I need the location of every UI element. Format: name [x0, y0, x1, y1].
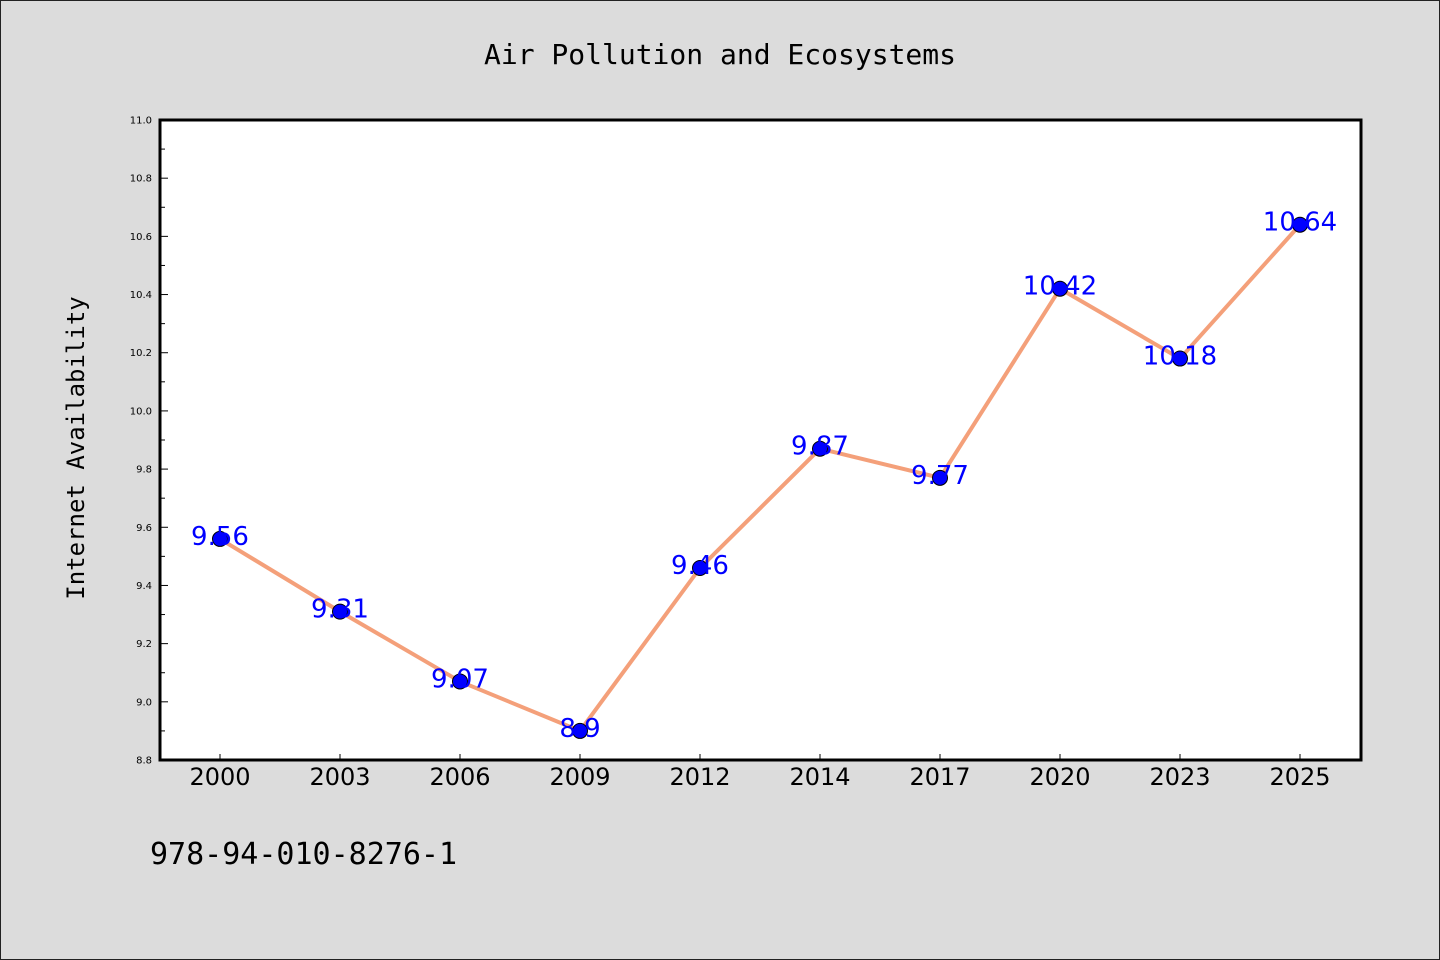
y-tick-label: 9.2 — [136, 639, 152, 650]
data-point-marker — [572, 722, 588, 739]
y-tick-label: 9.8 — [136, 465, 152, 476]
y-tick-label: 10.2 — [130, 348, 152, 359]
data-label: 9.56 — [191, 522, 249, 552]
x-axis-ticks: 2000 2003 2006 2009 2012 2014 2017 2020 2023 2025 — [189, 754, 1331, 791]
x-tick-label: 2000 — [189, 763, 250, 791]
x-tick-label: 2025 — [1269, 763, 1330, 791]
y-tick-label: 10.8 — [130, 174, 152, 185]
data-label: 9.07 — [431, 664, 489, 694]
x-tick-label: 2009 — [549, 763, 610, 791]
y-tick-label: 9.6 — [136, 523, 152, 534]
data-label: 10.42 — [1023, 272, 1097, 302]
data-label: 10.18 — [1143, 342, 1217, 372]
y-tick-label: 10.0 — [130, 406, 152, 417]
data-label: 9.87 — [791, 432, 849, 462]
data-label: 8.9 — [559, 714, 600, 744]
data-point-marker — [1052, 280, 1068, 297]
x-tick-label: 2020 — [1029, 763, 1090, 791]
plot-area — [158, 118, 1363, 762]
x-tick-label: 2017 — [909, 763, 970, 791]
series-line-group — [218, 222, 1302, 733]
y-tick-label: 9.0 — [136, 697, 152, 708]
data-point-marker — [452, 673, 468, 690]
x-tick-label: 2012 — [669, 763, 730, 791]
data-point-marker — [812, 440, 828, 457]
data-label: 9.31 — [311, 595, 369, 625]
x-tick-label: 2006 — [429, 763, 490, 791]
x-tick-label: 2014 — [789, 763, 850, 791]
x-tick-label: 2003 — [309, 763, 370, 791]
data-labels: 9.56 9.31 9.07 8.9 9.46 9.87 9.77 10.42 10.18 10.… — [191, 208, 1337, 744]
chart-title: Air Pollution and Ecosystems — [484, 38, 956, 71]
y-axis-ticks: 8.8 9.0 9.2 9.4 9.6 9.8 10.0 10.2 10.4 10.6 10.8 11… — [130, 116, 168, 767]
data-point-marker — [692, 560, 708, 576]
footer-code: 978-94-010-8276-1 — [150, 837, 457, 872]
data-point-marker — [1172, 350, 1188, 367]
data-label: 10.64 — [1263, 208, 1337, 238]
data-point-marker — [932, 469, 948, 486]
data-point-marker — [332, 603, 348, 620]
data-label: 9.46 — [671, 551, 729, 581]
data-point-marker — [1292, 216, 1308, 233]
data-point-marker — [212, 530, 228, 547]
series-line — [218, 222, 1302, 733]
y-tick-label: 8.8 — [136, 756, 152, 767]
y-tick-label: 11.0 — [130, 116, 152, 127]
data-label: 9.77 — [911, 461, 969, 491]
y-tick-label: 10.4 — [130, 290, 152, 301]
y-axis-label: Internet Availability — [62, 296, 90, 599]
data-markers — [212, 216, 1308, 739]
y-tick-label: 9.4 — [136, 581, 152, 592]
x-tick-label: 2023 — [1149, 763, 1210, 791]
y-tick-label: 10.6 — [130, 232, 152, 243]
